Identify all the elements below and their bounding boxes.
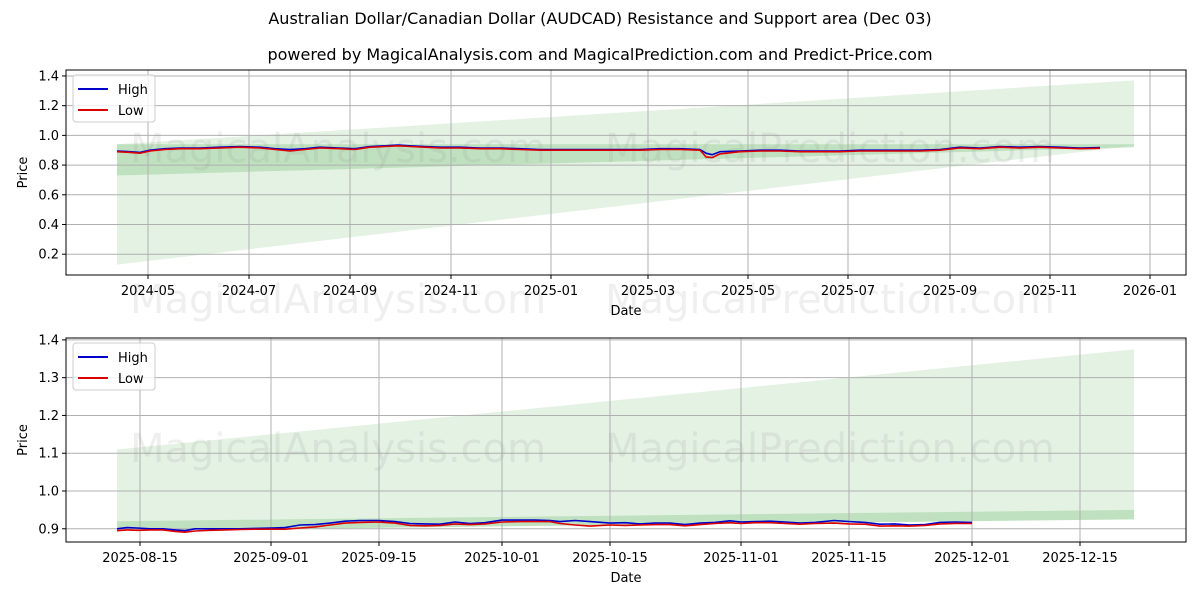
grid-lines (66, 70, 1186, 275)
x-tick-label: 2024-09 (323, 284, 377, 299)
y-tick-label: 0.9 (38, 522, 59, 537)
x-tick-label: 2025-08-15 (102, 551, 178, 566)
watermark-text: MagicalPrediction.com (605, 426, 1055, 472)
plot-frame (65, 337, 1187, 543)
x-tick-label: 2025-11-01 (703, 551, 779, 566)
x-tick-label: 2025-09-01 (233, 551, 309, 566)
y-axis-ticks: 0.9 1.0 1.1 1.2 1.3 1.4 (38, 333, 66, 537)
x-tick-label: 2025-11 (1023, 284, 1077, 299)
y-tick-label: 0.6 (38, 188, 59, 203)
prediction-band (117, 349, 1134, 531)
watermark-text: MagicalPrediction.com (605, 277, 1055, 323)
y-tick-label: 0.2 (38, 248, 59, 263)
y-tick-label: 1.1 (38, 447, 59, 462)
x-tick-label: 2025-12-01 (934, 551, 1010, 566)
x-tick-label: 2024-11 (424, 284, 478, 299)
y-tick-label: 1.2 (38, 99, 59, 114)
series-low-line (116, 145, 1101, 159)
price-lines (116, 144, 1101, 159)
y-tick-label: 0.8 (38, 159, 59, 174)
x-tick-label: 2025-11-15 (811, 551, 887, 566)
legend: High Low (72, 74, 156, 123)
y-axis-ticks: 0.2 0.4 0.6 0.8 1.0 1.2 1.4 (38, 69, 66, 263)
watermark-text: MagicalAnalysis.com (130, 426, 546, 472)
x-tick-label: 2025-05 (721, 284, 775, 299)
legend-low-label: Low (118, 104, 144, 119)
chart-title: Australian Dollar/Canadian Dollar (AUDCA… (268, 9, 932, 28)
y-tick-label: 1.4 (38, 69, 59, 84)
bottom-chart: MagicalAnalysis.com MagicalPrediction.com… (16, 333, 1187, 586)
series-high-line (116, 519, 973, 532)
x-axis-label: Date (610, 571, 641, 586)
y-tick-label: 1.0 (38, 485, 59, 500)
watermark-text: MagicalAnalysis.com (130, 277, 546, 323)
legend-high-label: High (118, 83, 148, 98)
watermark: MagicalAnalysis.com MagicalPrediction.com (130, 426, 1055, 472)
plot-frame (65, 69, 1187, 276)
x-tick-label: 2025-10-01 (464, 551, 540, 566)
chart-subtitle: powered by MagicalAnalysis.com and Magic… (267, 45, 933, 64)
series-low-line (116, 520, 972, 534)
support-resistance-bands (117, 80, 1134, 265)
x-axis-label: Date (610, 304, 641, 319)
support-band (117, 509, 1134, 531)
y-tick-label: 1.2 (38, 409, 59, 424)
support-resistance-bands (117, 349, 1134, 531)
x-axis-ticks: 2025-08-15 2025-09-01 2025-09-15 2025-10-01… (102, 542, 1118, 566)
prediction-band (117, 80, 1134, 265)
x-tick-label: 2025-07 (821, 284, 875, 299)
x-tick-label: 2025-09-15 (341, 551, 417, 566)
y-tick-label: 1.0 (38, 129, 59, 144)
y-tick-label: 1.3 (38, 371, 59, 386)
y-tick-label: 0.4 (38, 218, 59, 233)
y-axis-label: Price (16, 157, 31, 189)
price-lines (116, 519, 973, 534)
x-tick-label: 2025-01 (524, 284, 578, 299)
legend-low-label: Low (118, 372, 144, 387)
support-band (117, 144, 1134, 176)
legend-high-label: High (118, 351, 148, 366)
legend: High Low (72, 342, 156, 391)
x-tick-label: 2025-09 (923, 284, 977, 299)
x-tick-label: 2024-05 (121, 284, 175, 299)
top-chart: MagicalAnalysis.com MagicalPrediction.com… (16, 69, 1187, 323)
x-tick-label: 2025-03 (621, 284, 675, 299)
y-axis-label: Price (16, 424, 31, 456)
x-tick-label: 2025-10-15 (572, 551, 648, 566)
x-axis-ticks: 2024-05 2024-07 2024-09 2024-11 2025-01 2025-… (121, 275, 1177, 299)
x-tick-label: 2026-01 (1123, 284, 1177, 299)
y-tick-label: 1.4 (38, 333, 59, 348)
x-tick-label: 2024-07 (222, 284, 276, 299)
x-tick-label: 2025-12-15 (1042, 551, 1118, 566)
